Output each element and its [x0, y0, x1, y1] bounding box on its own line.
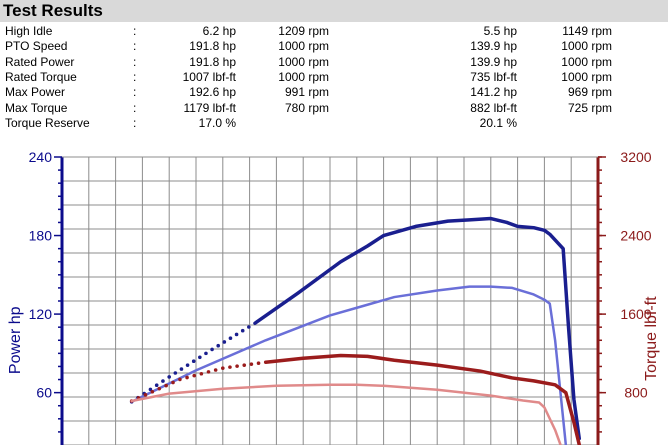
series-0-dot: [185, 363, 190, 367]
page-title: Test Results: [3, 1, 103, 20]
power-axis-title: Power hp: [7, 306, 24, 374]
series-2-dot: [199, 371, 204, 376]
series-2-dot: [157, 386, 162, 391]
result-a-val: 191.8 hp: [189, 54, 236, 69]
series-2-dot: [171, 380, 175, 385]
result-b-rpm: 1000 rpm: [561, 54, 612, 69]
power-tick-label: 240: [29, 149, 53, 165]
result-label: High Idle: [5, 24, 53, 38]
series-2-dot: [143, 393, 148, 397]
result-colon: :: [133, 69, 137, 84]
result-b-rpm: 969 rpm: [567, 85, 612, 100]
series-0-dot: [167, 375, 171, 379]
result-colon: :: [133, 85, 137, 100]
result-label: PTO Speed: [5, 39, 68, 54]
series-0-dot: [198, 355, 202, 360]
series-2-dot: [150, 389, 155, 394]
result-a-rpm: 1000 rpm: [278, 39, 329, 54]
result-colon: :: [133, 100, 137, 115]
series-0-dot: [191, 359, 196, 364]
series-2-dot: [256, 361, 261, 366]
result-a-val: 17.0 %: [198, 115, 236, 130]
torque-tick-label: 3200: [620, 149, 651, 165]
series-2-dot: [235, 364, 239, 368]
result-b-val: 882 lbf-ft: [470, 100, 517, 115]
power-tick-label: 120: [29, 306, 53, 322]
series-0-line: [253, 216, 581, 441]
torque-tick-label: 2400: [620, 228, 651, 244]
result-b-val: 139.9 hp: [470, 39, 517, 54]
series-0-dot: [222, 340, 227, 344]
series-2-dot: [242, 363, 247, 367]
result-a-rpm: 1000 rpm: [278, 69, 329, 84]
result-a-rpm: 1000 rpm: [278, 54, 329, 69]
result-a-val: 1007 lbf-ft: [182, 69, 236, 84]
series-2-line: [263, 353, 581, 445]
torque-tick-label: 800: [624, 385, 648, 401]
result-a-rpm: 780 rpm: [284, 100, 329, 115]
result-colon: :: [133, 39, 137, 54]
result-a-val: 1179 lbf-ft: [183, 100, 236, 115]
result-b-val: 20.1 %: [479, 115, 517, 130]
result-label: Torque Reserve: [5, 115, 90, 130]
torque-tick-label: 1600: [620, 306, 651, 322]
series-0-dot: [173, 371, 178, 375]
series-0-dot: [228, 336, 233, 341]
result-label: Rated Power: [5, 54, 75, 69]
result-b-rpm: 1000 rpm: [561, 39, 612, 54]
result-a-rpm: 1209 rpm: [278, 24, 329, 38]
result-b-val: 735 lbf-ft: [470, 69, 517, 84]
title-bar: [0, 0, 668, 22]
result-b-rpm: 1000 rpm: [561, 69, 612, 84]
series-0-dot: [148, 387, 153, 392]
series-2-dot: [178, 377, 182, 382]
series-0-dot: [204, 351, 208, 356]
series-3-line: [130, 383, 562, 445]
result-a-val: 191.8 hp: [189, 39, 236, 54]
result-label: Rated Torque: [5, 69, 77, 84]
result-b-rpm: 725 rpm: [567, 100, 612, 115]
power-tick-label: 180: [29, 228, 53, 244]
series-2-dot: [249, 362, 254, 366]
series-0-dot: [234, 332, 239, 337]
torque-axis-title: Torque lbf-ft: [643, 296, 660, 381]
result-b-val: 139.9 hp: [470, 54, 517, 69]
result-label: Max Power: [5, 85, 66, 100]
series-0-dot: [210, 347, 214, 352]
series-0-dot: [161, 379, 165, 383]
series-1-line: [130, 285, 568, 445]
result-a-val: 6.2 hp: [202, 24, 236, 38]
result-a-val: 192.6 hp: [189, 85, 236, 100]
series-2-dot: [228, 365, 232, 369]
result-label: Max Torque: [5, 100, 68, 115]
series-2-dot: [206, 370, 211, 374]
series-2-dot: [164, 383, 168, 388]
series-2-dot: [213, 368, 218, 372]
series-0-dot: [154, 383, 159, 388]
series-0-dot: [179, 367, 184, 371]
series-0-dot: [240, 328, 245, 333]
series-0-dot: [216, 343, 221, 348]
series-0-dot: [247, 325, 251, 329]
result-a-rpm: 991 rpm: [284, 85, 329, 100]
result-colon: :: [133, 24, 137, 38]
result-b-rpm: 1149 rpm: [562, 24, 612, 38]
series-2-dot: [185, 375, 189, 380]
power-tick-label: 60: [36, 385, 52, 401]
result-colon: :: [133, 115, 137, 130]
result-colon: :: [133, 54, 137, 69]
series-2-dot: [221, 366, 225, 370]
result-b-val: 5.5 hp: [483, 24, 517, 38]
series-2-dot: [192, 373, 197, 378]
result-b-val: 141.2 hp: [470, 85, 517, 100]
